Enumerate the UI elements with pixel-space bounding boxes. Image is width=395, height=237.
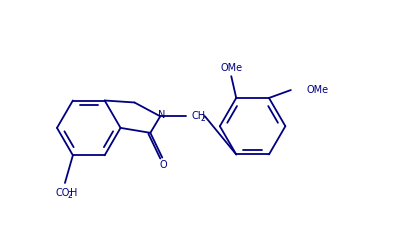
Text: O: O xyxy=(160,160,167,170)
Text: 2: 2 xyxy=(201,114,206,123)
Text: 2: 2 xyxy=(68,191,72,200)
Text: N: N xyxy=(158,110,165,120)
Text: OMe: OMe xyxy=(307,85,329,95)
Text: H: H xyxy=(70,188,77,198)
Text: CH: CH xyxy=(191,111,205,121)
Text: CO: CO xyxy=(56,188,70,198)
Text: OMe: OMe xyxy=(220,63,242,73)
